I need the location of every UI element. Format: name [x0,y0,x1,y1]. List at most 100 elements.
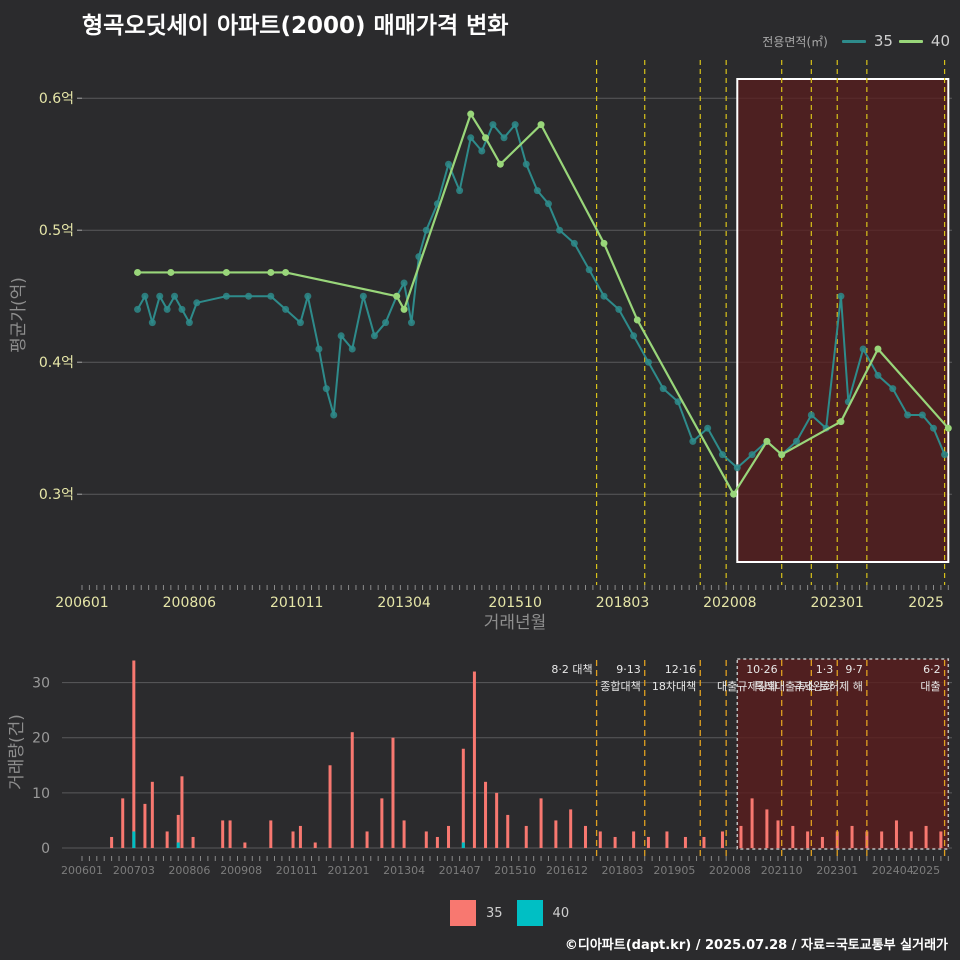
bar-35 [506,814,510,848]
bar-35 [924,825,928,848]
bar-35 [683,836,687,848]
bottom-y-tick-label: 10 [32,786,50,802]
top-y-axis-title: 평균가(억) [9,277,29,353]
bar-35 [806,831,810,848]
bar-35 [472,671,476,848]
legend-top-label-35: 35 [873,32,893,50]
bar-35 [150,781,154,848]
bar-35 [776,820,780,848]
bar-35 [791,825,795,848]
bottom-x-tick-label: 202404 [872,864,914,877]
bottom-x-tick-label: 201407 [439,864,481,877]
policy-label: 9·7 [845,663,863,676]
series-35-point [704,424,712,432]
series-35-point [422,226,430,234]
bottom-x-tick-label: 200908 [220,864,262,877]
series-40-point [482,134,490,142]
bottom-highlight-period [736,658,950,850]
series-35-point [282,305,290,313]
series-40-point [400,305,408,313]
series-35-point [330,411,338,419]
top-x-tick-label: 201304 [377,595,431,611]
bar-40 [176,842,180,848]
bar-35 [121,798,125,848]
series-35-point [522,160,530,168]
bar-35 [835,831,839,848]
series-35-point [544,200,552,208]
series-40-point [874,345,882,353]
series-35-point [359,292,367,300]
bar-35 [165,831,169,848]
top-y-tick-label: 0.4억 [39,355,74,371]
bottom-x-tick-label: 201304 [383,864,425,877]
series-35-point [570,239,578,247]
bar-35 [243,842,247,848]
series-35-point [445,160,453,168]
series-35-point [134,305,142,313]
bar-35 [720,831,724,848]
series-40-point [763,437,771,445]
policy-label: 12·16 [665,663,697,676]
policy-label: 대출 [920,680,940,693]
series-35-point [156,292,164,300]
top-y-tick-label: 0.3억 [39,487,74,503]
series-40-point [496,160,504,168]
series-35-point [733,464,741,472]
series-35-point [315,345,323,353]
legend-top-swatch-35 [841,39,866,43]
bar-35 [328,765,332,848]
bar-35 [495,792,499,848]
series-35-point [337,332,345,340]
bar-35 [850,825,854,848]
top-x-axis-title: 거래년월 [484,613,547,633]
bottom-x-tick-label: 201803 [602,864,644,877]
bar-35 [820,836,824,848]
series-35-point [322,385,330,393]
bar-35 [702,836,706,848]
bottom-x-tick-label: 201011 [276,864,318,877]
series-40-point [267,268,275,276]
bottom-x-tick-label: 200601 [61,864,103,877]
bar-35 [765,809,769,848]
series-40-point [134,268,142,276]
footer-credit: ©디아파트(dapt.kr) / 2025.07.28 / 자료=국토교통부 실… [564,938,948,953]
policy-label: 18차대책 [652,680,696,693]
policy-label: 대출규제강화 [717,680,778,693]
series-35-point [659,385,667,393]
series-35-point [222,292,230,300]
top-x-tick-label: 202301 [811,595,864,611]
bottom-x-tick-label: 201905 [653,864,695,877]
series-35-point [478,147,486,155]
legend-bottom: 35 40 [450,900,583,926]
policy-label: 8·2 대책 [551,663,592,676]
legend-bottom-item-40: 40 [516,900,569,926]
bar-35 [350,732,354,848]
bar-35 [391,737,395,848]
bar-35 [894,820,898,848]
bar-35 [298,825,302,848]
series-35-point [193,299,201,307]
series-35-point [837,292,845,300]
bar-35 [269,820,273,848]
series-35-point [511,121,519,129]
legend-bottom-swatch-35 [450,900,476,926]
series-35-point [245,292,253,300]
bar-35 [909,831,913,848]
top-x-tick-label: 200601 [55,595,108,611]
bottom-x-tick-label: 200806 [168,864,210,877]
legend-bottom-item-35: 35 [450,900,503,926]
series-35-point [585,266,593,274]
series-35-point [407,319,415,327]
bar-35 [524,825,528,848]
bar-35 [176,814,180,848]
bar-35 [143,803,147,848]
bottom-y-tick-label: 30 [32,676,50,692]
policy-label: 규제완화 [793,680,833,693]
series-35-point [929,424,937,432]
bar-35 [865,831,869,848]
series-35-point [348,345,356,353]
series-35-point [600,292,608,300]
series-35-point [148,319,156,327]
series-35-point [807,411,815,419]
series-35-point [370,332,378,340]
